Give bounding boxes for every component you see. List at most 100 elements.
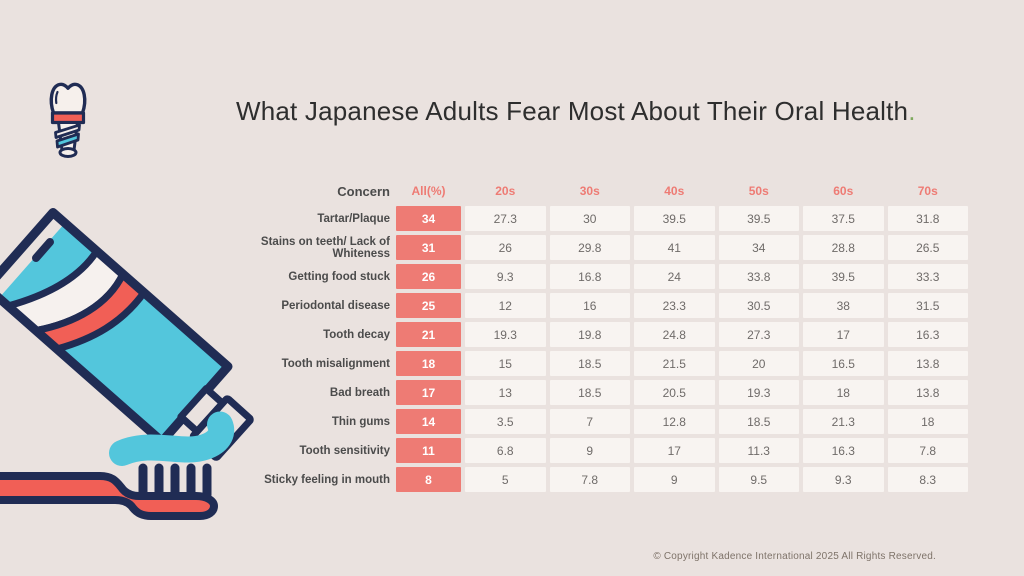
value-cell: 12.8 — [634, 409, 715, 434]
page-title-text: What Japanese Adults Fear Most About The… — [236, 96, 909, 126]
value-cell: 34 — [718, 235, 799, 260]
value-cell: 39.5 — [718, 206, 799, 231]
value-cell: 18.5 — [718, 409, 799, 434]
tooth-implant-icon — [49, 82, 87, 158]
row-label: Getting food stuck — [288, 270, 390, 283]
row-label: Tooth decay — [323, 328, 390, 341]
toothpaste-on-toothbrush-illustration — [0, 208, 254, 520]
value-cell: 5 — [465, 467, 546, 492]
value-cell: 3.5 — [465, 409, 546, 434]
row-label: Periodontal disease — [281, 299, 390, 312]
value-cell: 17 — [634, 438, 715, 463]
tube-crimp-dash — [32, 238, 54, 262]
column-header-50s: 50s — [748, 184, 769, 198]
column-header-70s: 70s — [917, 184, 938, 198]
value-cell: 8.3 — [887, 467, 968, 492]
value-cell: 13 — [465, 380, 546, 405]
value-cell: 39.5 — [803, 264, 884, 289]
value-cell: 16.8 — [549, 264, 630, 289]
value-cell: 15 — [465, 351, 546, 376]
toothpaste-squiggle — [109, 411, 235, 466]
value-cell: 16 — [549, 293, 630, 318]
all-percent-cell: 25 — [396, 293, 461, 318]
value-cell: 38 — [803, 293, 884, 318]
value-cell: 11.3 — [718, 438, 799, 463]
row-label: Sticky feeling in mouth — [264, 473, 390, 486]
row-label: Tooth misalignment — [281, 357, 390, 370]
all-percent-cell: 18 — [396, 351, 461, 376]
value-cell: 31.8 — [887, 206, 968, 231]
value-cell: 28.8 — [803, 235, 884, 260]
value-cell: 26 — [465, 235, 546, 260]
value-cell: 6.8 — [465, 438, 546, 463]
value-cell: 19.3 — [718, 380, 799, 405]
value-cell: 23.3 — [634, 293, 715, 318]
value-cell: 9 — [634, 467, 715, 492]
value-cell: 18 — [887, 409, 968, 434]
value-cell: 7 — [549, 409, 630, 434]
all-percent-cell: 21 — [396, 322, 461, 347]
all-percent-cell: 17 — [396, 380, 461, 405]
value-cell: 33.8 — [718, 264, 799, 289]
column-header-concern: Concern — [337, 183, 390, 199]
page-title: What Japanese Adults Fear Most About The… — [236, 96, 916, 127]
tube-outline — [0, 208, 233, 446]
all-percent-cell: 14 — [396, 409, 461, 434]
copyright-text: © Copyright Kadence International 2025 A… — [653, 551, 936, 562]
value-cell: 20 — [718, 351, 799, 376]
row-label: Tartar/Plaque — [317, 212, 390, 225]
title-period-accent: . — [908, 96, 916, 126]
row-label: Stains on teeth/ Lack of Whiteness — [260, 235, 390, 260]
value-cell: 24 — [634, 264, 715, 289]
value-cell: 13.8 — [887, 380, 968, 405]
value-cell: 30.5 — [718, 293, 799, 318]
column-header-40s: 40s — [664, 184, 685, 198]
value-cell: 31.5 — [887, 293, 968, 318]
value-cell: 19.8 — [549, 322, 630, 347]
row-label: Thin gums — [331, 415, 390, 428]
value-cell: 9 — [549, 438, 630, 463]
value-cell: 16.5 — [803, 351, 884, 376]
value-cell: 7.8 — [549, 467, 630, 492]
value-cell: 7.8 — [887, 438, 968, 463]
value-cell: 29.8 — [549, 235, 630, 260]
all-percent-cell: 8 — [396, 467, 461, 492]
all-percent-cell: 11 — [396, 438, 461, 463]
toothbrush-bristles — [138, 463, 212, 500]
value-cell: 33.3 — [887, 264, 968, 289]
value-cell: 18 — [803, 380, 884, 405]
column-header-30s: 30s — [579, 184, 600, 198]
column-header-all: All(%) — [411, 184, 446, 198]
value-cell: 18.5 — [549, 351, 630, 376]
all-percent-cell: 34 — [396, 206, 461, 231]
value-cell: 21.5 — [634, 351, 715, 376]
value-cell: 17 — [803, 322, 884, 347]
value-cell: 39.5 — [634, 206, 715, 231]
value-cell: 41 — [634, 235, 715, 260]
value-cell: 16.3 — [803, 438, 884, 463]
value-cell: 9.3 — [803, 467, 884, 492]
value-cell: 13.8 — [887, 351, 968, 376]
value-cell: 26.5 — [887, 235, 968, 260]
row-label: Tooth sensitivity — [299, 444, 390, 457]
value-cell: 37.5 — [803, 206, 884, 231]
column-header-60s: 60s — [833, 184, 854, 198]
value-cell: 30 — [549, 206, 630, 231]
row-label: Bad breath — [329, 386, 390, 399]
value-cell: 19.3 — [465, 322, 546, 347]
value-cell: 27.3 — [465, 206, 546, 231]
value-cell: 16.3 — [887, 322, 968, 347]
toothpaste-tube-body — [0, 223, 228, 442]
value-cell: 24.8 — [634, 322, 715, 347]
value-cell: 18.5 — [549, 380, 630, 405]
value-cell: 20.5 — [634, 380, 715, 405]
value-cell: 12 — [465, 293, 546, 318]
column-header-20s: 20s — [495, 184, 516, 198]
value-cell: 27.3 — [718, 322, 799, 347]
oral-health-fears-table: Concern All(%) 20s 30s 40s 50s 60s 70s T… — [240, 180, 968, 492]
all-percent-cell: 26 — [396, 264, 461, 289]
value-cell: 9.3 — [465, 264, 546, 289]
value-cell: 9.5 — [718, 467, 799, 492]
toothbrush — [0, 472, 218, 520]
